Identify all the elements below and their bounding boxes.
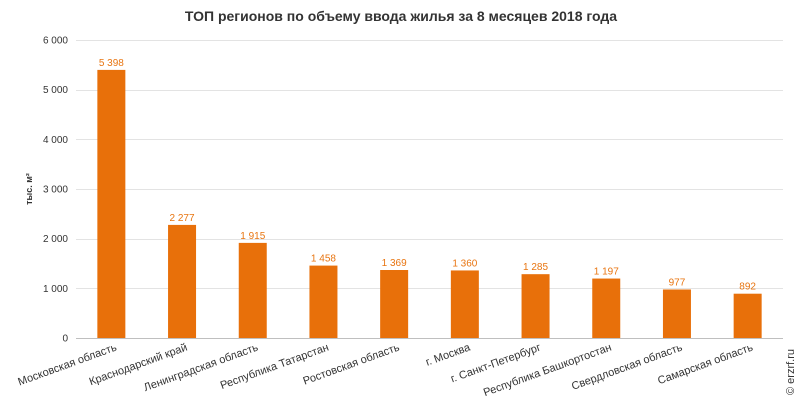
y-axis-ticks: 0 1 000 2 000 3 000 4 000 5 000 6 000 — [43, 36, 68, 345]
bar — [450, 270, 479, 338]
y-tick-label: 2 000 — [43, 234, 68, 245]
bar — [238, 242, 267, 338]
y-tick-label: 3 000 — [43, 185, 68, 196]
x-tick-label: г. Москва — [424, 341, 472, 368]
bar — [521, 274, 550, 338]
y-tick-label: 4 000 — [43, 135, 68, 146]
bars — [97, 69, 762, 339]
data-label: 1 915 — [240, 231, 265, 242]
data-label: 892 — [739, 282, 756, 293]
y-axis-label: тыс. м² — [24, 173, 34, 205]
y-tick-label: 1 000 — [43, 284, 68, 295]
bar — [168, 224, 197, 338]
data-label: 1 285 — [523, 262, 548, 273]
x-tick-label: Ленинградская область — [142, 341, 260, 394]
data-label: 2 277 — [170, 213, 195, 224]
bar — [662, 289, 691, 338]
bar — [733, 293, 762, 338]
x-tick-label: Республика Башкортостан — [482, 342, 613, 400]
data-label: 1 197 — [594, 267, 619, 278]
chart-title: ТОП регионов по объему ввода жилья за 8 … — [185, 8, 617, 24]
bar — [592, 278, 621, 338]
y-tick-label: 6 000 — [43, 36, 68, 47]
y-tick-label: 0 — [62, 334, 68, 345]
watermark: © erzrf.ru — [785, 349, 797, 395]
bar — [97, 69, 126, 339]
bar — [380, 270, 409, 338]
data-labels: 5 398 2 277 1 915 1 458 1 369 1 360 1 285 1 197… — [99, 58, 757, 293]
data-label: 977 — [669, 277, 686, 288]
y-tick-label: 5 000 — [43, 85, 68, 96]
data-label: 1 458 — [311, 254, 336, 265]
data-label: 1 369 — [382, 258, 407, 269]
data-label: 5 398 — [99, 58, 124, 69]
bar — [309, 265, 338, 338]
data-label: 1 360 — [452, 258, 477, 269]
